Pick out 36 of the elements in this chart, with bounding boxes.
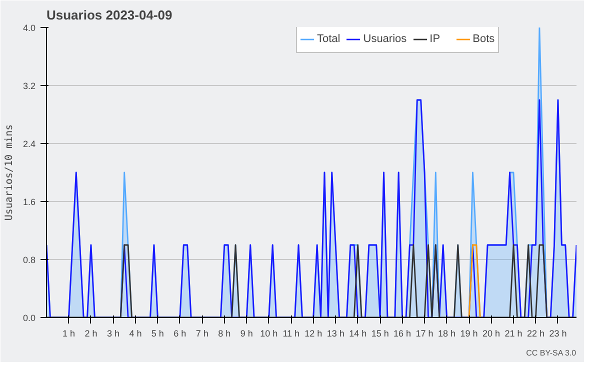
y-tick-label: 3.2: [22, 81, 36, 91]
chart-title: Usuarios 2023-04-09: [46, 8, 172, 22]
x-tick-label: 8 h: [218, 328, 231, 338]
x-tick-label: 22 h: [526, 328, 545, 338]
x-tick-label: 15 h: [371, 328, 389, 338]
x-tick-label: 6 h: [174, 328, 186, 338]
x-tick-label: 18 h: [438, 328, 456, 338]
y-tick-label: 0.8: [22, 255, 36, 265]
x-tick-label: 3 h: [106, 328, 120, 338]
x-tick-label: 13 h: [326, 328, 344, 338]
x-tick-label: 16 h: [394, 328, 412, 338]
x-tick-label: 4 h: [129, 328, 142, 338]
x-tick-label: 7 h: [196, 328, 208, 338]
legend-label: IP: [430, 33, 442, 45]
y-tick-label: 1.6: [22, 197, 36, 207]
x-tick-label: 10 h: [260, 328, 278, 338]
x-tick-label: 21 h: [504, 328, 522, 338]
y-axis-title: Usuarios/10 mins: [4, 124, 15, 221]
y-tick-label: 0.0: [22, 313, 36, 323]
x-tick-label: 23 h: [549, 328, 567, 338]
x-tick-label: 1 h: [62, 328, 75, 338]
x-tick-label: 19 h: [460, 328, 478, 338]
x-tick-label: 9 h: [240, 328, 253, 338]
x-tick-label: 11 h: [282, 328, 300, 338]
x-tick-label: 20 h: [482, 328, 500, 338]
y-tick-label: 4.0: [22, 23, 36, 33]
x-tick-label: 2 h: [84, 328, 98, 338]
legend-label: Usuarios: [363, 33, 407, 45]
y-tick-label: 2.4: [22, 139, 36, 149]
x-tick-label: 14 h: [349, 328, 367, 338]
x-tick-label: 17 h: [416, 328, 434, 338]
x-tick-label: 5 h: [151, 328, 164, 338]
text: CC BY-SA 3.0: [526, 348, 577, 358]
legend-label: Bots: [472, 33, 495, 45]
legend-label: Total: [317, 33, 340, 45]
x-tick-label: 12 h: [304, 328, 322, 338]
